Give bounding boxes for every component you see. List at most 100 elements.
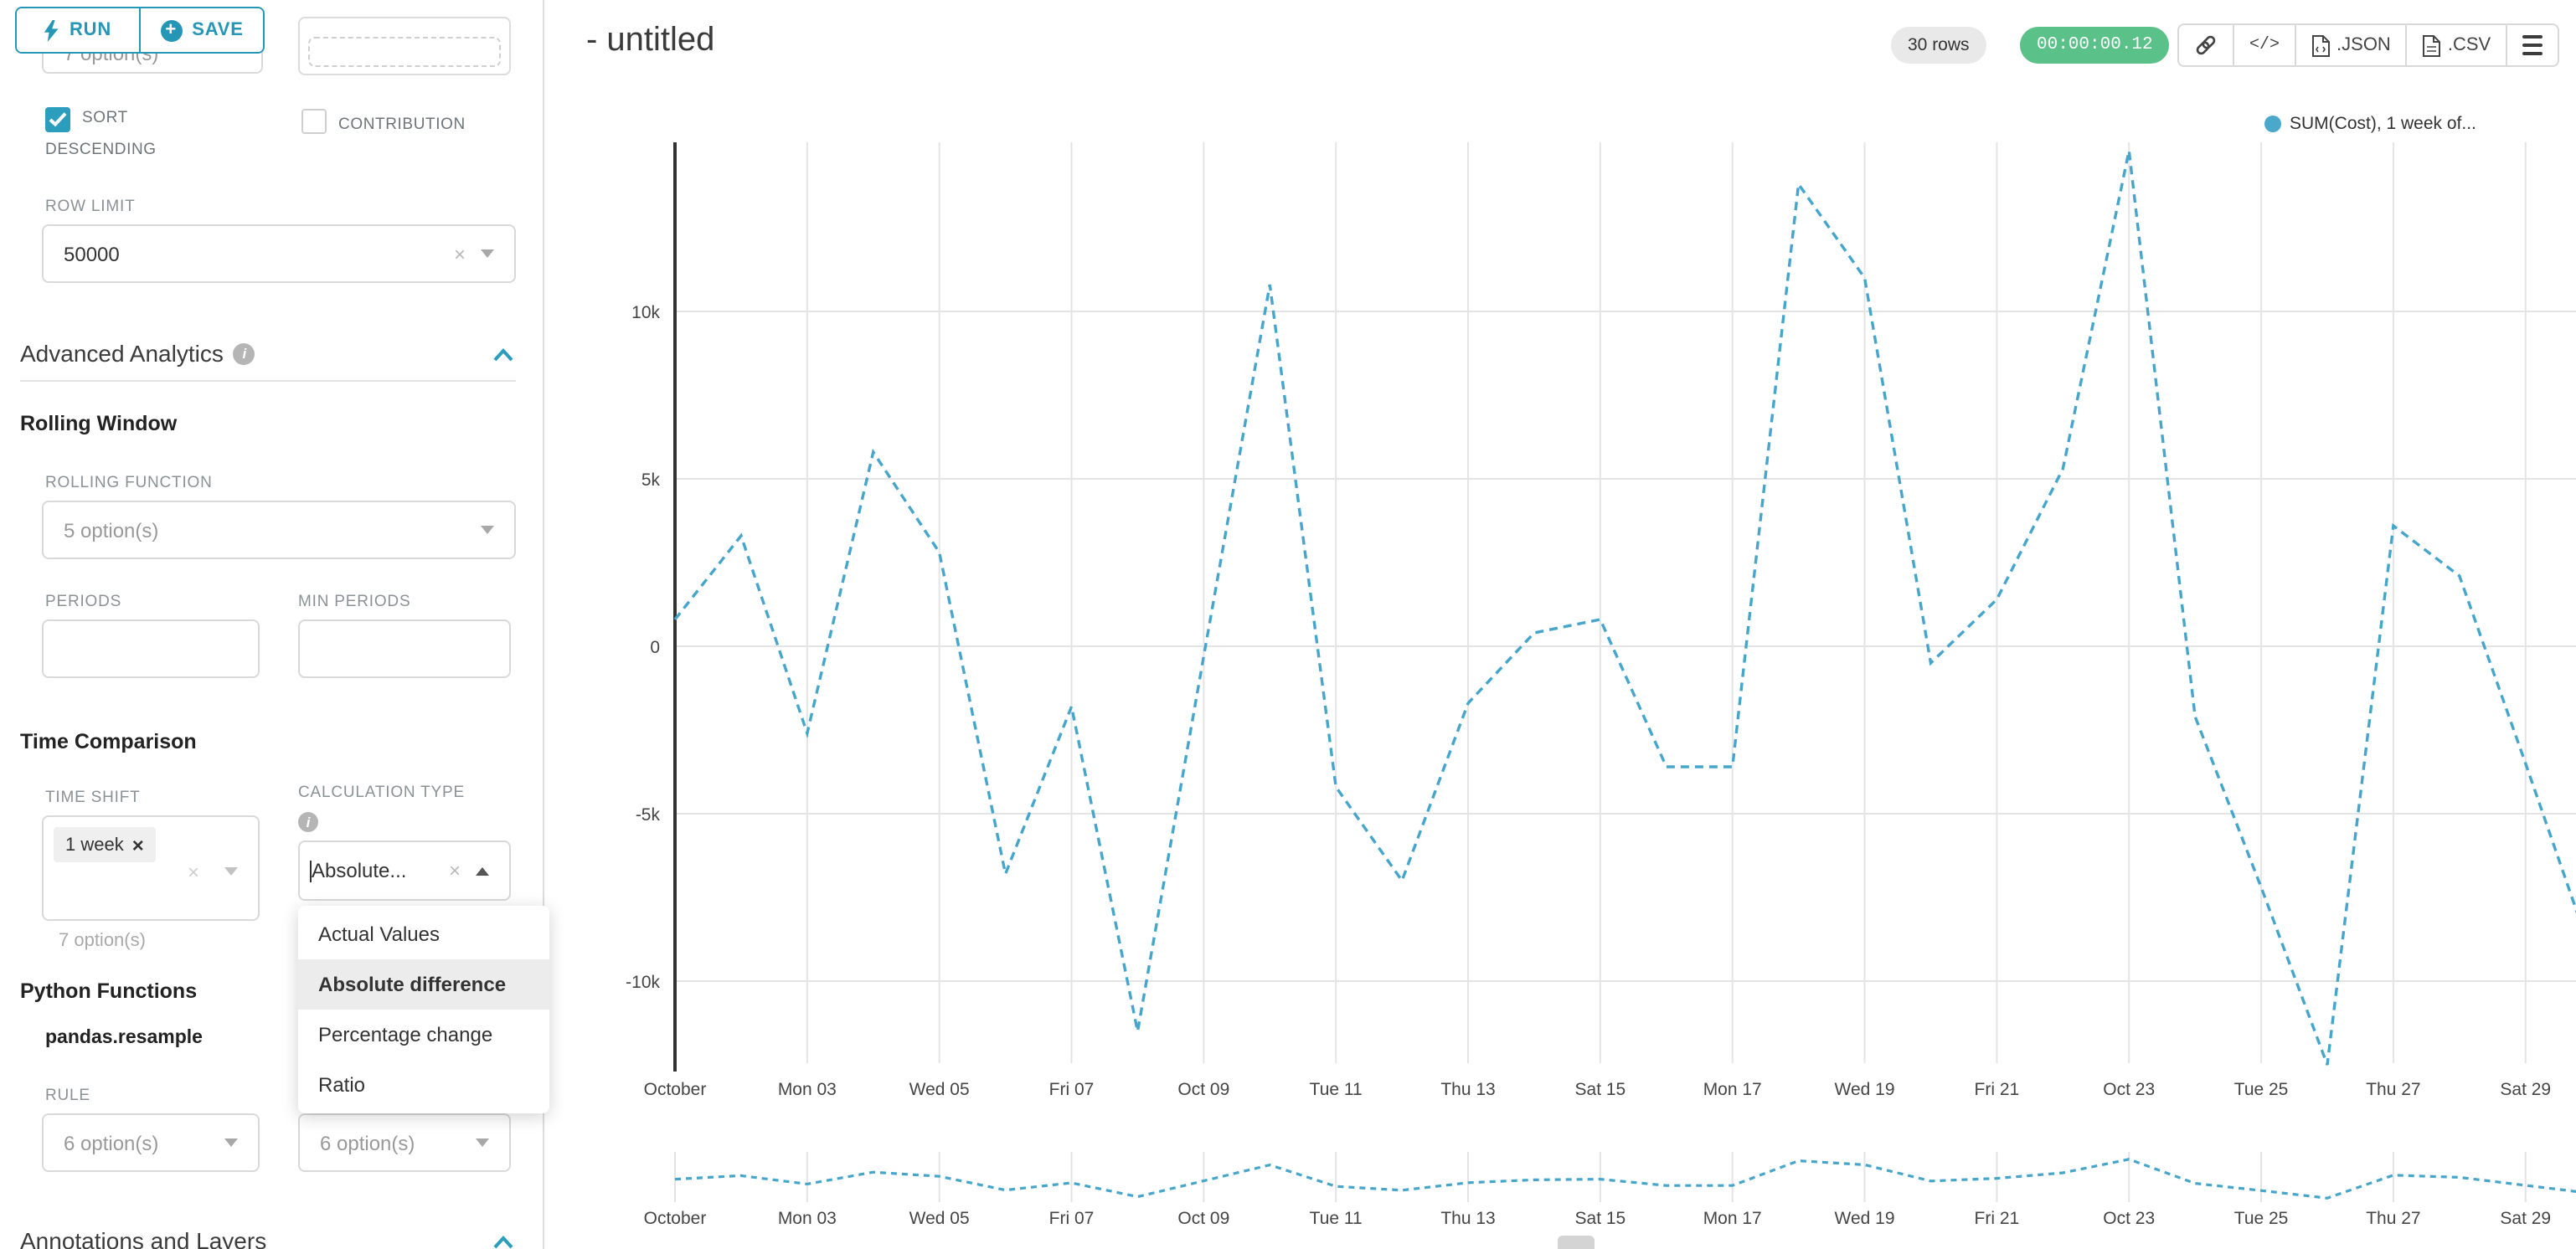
collapse-chevron-up-icon[interactable] xyxy=(492,348,514,363)
control-panel: 7 option(s) RUN + SAVE SORT DESCENDING xyxy=(0,0,549,1249)
export-csv-button[interactable]: .CSV xyxy=(2405,25,2506,65)
chevron-down-icon[interactable] xyxy=(224,1138,238,1147)
annotations-header[interactable]: Annotations and Layers xyxy=(20,1227,266,1249)
calculation-type-value: Absolute... xyxy=(312,859,407,882)
run-save-group: RUN + SAVE xyxy=(15,7,265,54)
advanced-analytics-header[interactable]: Advanced Analytics i xyxy=(20,340,255,367)
plus-circle-icon: + xyxy=(160,19,183,41)
svg-text:0: 0 xyxy=(650,638,660,657)
panel-divider xyxy=(543,0,544,1249)
info-icon[interactable]: i xyxy=(298,812,318,832)
more-options-button[interactable] xyxy=(2506,25,2558,65)
legend-series-label: SUM(Cost), 1 week of... xyxy=(2290,114,2476,134)
svg-text:Wed 05: Wed 05 xyxy=(909,1209,970,1228)
info-icon[interactable]: i xyxy=(233,342,255,364)
svg-text:10k: 10k xyxy=(631,303,660,322)
svg-text:Sat 15: Sat 15 xyxy=(1575,1209,1626,1228)
dropdown-option[interactable]: Actual Values xyxy=(318,923,440,946)
svg-text:Oct 23: Oct 23 xyxy=(2103,1080,2155,1099)
embed-code-button[interactable]: </> xyxy=(2233,25,2295,65)
time-shift-label: TIME SHIFT xyxy=(45,789,141,807)
row-limit-label: ROW LIMIT xyxy=(45,198,136,216)
checkbox-checked-icon[interactable] xyxy=(45,107,70,132)
svg-text:Tue 25: Tue 25 xyxy=(2234,1209,2289,1228)
min-periods-input[interactable] xyxy=(298,619,511,678)
export-csv-label: .CSV xyxy=(2447,35,2491,55)
chevron-up-icon[interactable] xyxy=(476,866,489,875)
collapse-chevron-up-icon[interactable] xyxy=(492,1236,514,1249)
rule-placeholder: 6 option(s) xyxy=(64,1131,159,1154)
row-limit-select[interactable]: 50000 × xyxy=(42,224,516,283)
checkbox-unchecked-icon[interactable] xyxy=(301,109,327,134)
file-csv-icon xyxy=(2423,34,2441,56)
svg-text:October: October xyxy=(644,1080,707,1099)
rolling-function-select[interactable]: 5 option(s) xyxy=(42,501,516,559)
mini-brush-chart[interactable]: October Mon 03 Wed 05 Fri 07 Oct 09 Tue 11 Thu… xyxy=(553,1149,2576,1236)
text-cursor xyxy=(310,860,312,881)
contribution-label: CONTRIBUTION xyxy=(338,116,466,134)
svg-text:Wed 19: Wed 19 xyxy=(1835,1209,1895,1228)
run-button-label: RUN xyxy=(69,20,112,40)
svg-text:5k: 5k xyxy=(641,470,661,490)
chart-legend[interactable]: SUM(Cost), 1 week of... xyxy=(2264,114,2476,134)
rolling-function-placeholder: 5 option(s) xyxy=(64,518,159,542)
tag-remove-icon[interactable]: × xyxy=(131,833,144,856)
chevron-down-icon[interactable] xyxy=(481,526,494,534)
svg-text:Oct 09: Oct 09 xyxy=(1177,1080,1229,1099)
copy-link-button[interactable] xyxy=(2179,25,2233,65)
calculation-type-select[interactable]: Absolute... × xyxy=(298,840,511,901)
chevron-down-icon[interactable] xyxy=(481,249,494,258)
chevron-down-icon[interactable] xyxy=(476,1138,489,1147)
rolling-window-header: Rolling Window xyxy=(20,412,178,435)
svg-text:Sat 29: Sat 29 xyxy=(2500,1080,2551,1099)
save-button[interactable]: + SAVE xyxy=(139,8,263,52)
clear-icon[interactable]: × xyxy=(188,861,200,884)
clear-icon[interactable]: × xyxy=(453,242,466,265)
svg-text:Mon 17: Mon 17 xyxy=(1703,1080,1762,1099)
svg-text:Fri 07: Fri 07 xyxy=(1049,1209,1095,1228)
contribution-checkbox-row[interactable]: CONTRIBUTION xyxy=(301,107,536,139)
time-shift-hint: 7 option(s) xyxy=(59,931,146,951)
lightning-icon xyxy=(44,19,59,41)
section-divider xyxy=(20,380,516,382)
periods-input[interactable] xyxy=(42,619,260,678)
python-functions-header: Python Functions xyxy=(20,979,198,1003)
run-button[interactable]: RUN xyxy=(17,8,139,52)
save-button-label: SAVE xyxy=(192,20,244,40)
svg-text:Mon 17: Mon 17 xyxy=(1703,1209,1762,1228)
time-shift-tag: 1 week × xyxy=(54,827,156,862)
dropdown-option[interactable]: Absolute difference xyxy=(298,959,549,1010)
file-json-icon xyxy=(2312,34,2331,56)
pandas-resample-label: pandas.resample xyxy=(45,1028,203,1048)
svg-text:Thu 27: Thu 27 xyxy=(2366,1080,2420,1099)
calculation-type-dropdown-menu: Actual Values Absolute difference Percenta… xyxy=(298,906,549,1113)
sort-descending-checkbox-row[interactable]: SORT DESCENDING xyxy=(45,100,226,164)
svg-text:Thu 13: Thu 13 xyxy=(1440,1209,1495,1228)
svg-text:-5k: -5k xyxy=(636,805,661,825)
svg-text:Fri 21: Fri 21 xyxy=(1975,1080,2020,1099)
svg-text:Wed 05: Wed 05 xyxy=(909,1080,970,1099)
hamburger-menu-icon xyxy=(2522,35,2543,55)
svg-text:Thu 13: Thu 13 xyxy=(1440,1080,1495,1099)
svg-text:Mon 03: Mon 03 xyxy=(778,1209,837,1228)
dropdown-option[interactable]: Percentage change xyxy=(318,1023,493,1046)
code-icon: </> xyxy=(2249,36,2280,54)
chart-title[interactable]: - untitled xyxy=(586,22,715,59)
clear-icon[interactable]: × xyxy=(448,859,461,882)
time-shift-select[interactable]: 1 week × × xyxy=(42,815,260,921)
rule-select[interactable]: 6 option(s) xyxy=(42,1113,260,1172)
resample-method-select[interactable]: 6 option(s) xyxy=(298,1113,511,1172)
empty-drop-field[interactable] xyxy=(298,17,511,75)
svg-text:Thu 27: Thu 27 xyxy=(2366,1209,2420,1228)
svg-text:Tue 25: Tue 25 xyxy=(2234,1080,2289,1099)
chevron-down-icon[interactable] xyxy=(224,867,238,876)
resample-method-placeholder: 6 option(s) xyxy=(320,1131,415,1154)
export-json-button[interactable]: .JSON xyxy=(2295,25,2406,65)
dashed-drop-zone xyxy=(308,37,501,67)
scroll-handle[interactable] xyxy=(1558,1236,1595,1249)
svg-text:Oct 23: Oct 23 xyxy=(2103,1209,2155,1228)
rule-label: RULE xyxy=(45,1087,90,1105)
link-icon xyxy=(2196,35,2216,55)
dropdown-option[interactable]: Ratio xyxy=(318,1073,366,1097)
query-timer-badge: 00:00:00.12 xyxy=(2020,27,2170,64)
